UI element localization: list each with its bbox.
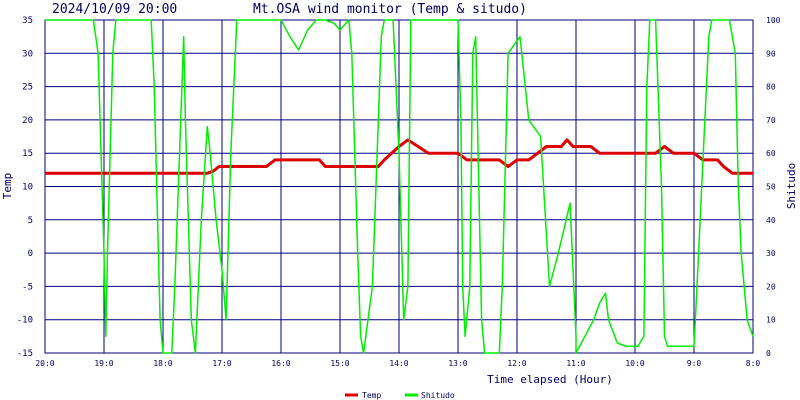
x-tick-label: 12:0 bbox=[507, 359, 526, 368]
y-left-tick-label: 25 bbox=[22, 83, 33, 93]
y-left-tick-label: 30 bbox=[22, 49, 33, 59]
chart-title: Mt.OSA wind monitor (Temp & situdo) bbox=[253, 2, 527, 17]
y-right-tick-label: 90 bbox=[766, 49, 776, 58]
x-tick-label: 10:0 bbox=[625, 359, 644, 368]
y-right-tick-label: 20 bbox=[766, 282, 776, 291]
y-right-tick-label: 60 bbox=[766, 149, 776, 158]
x-tick-label: 16:0 bbox=[271, 359, 290, 368]
y-right-tick-label: 0 bbox=[766, 349, 771, 358]
y-left-tick-label: 15 bbox=[22, 149, 33, 159]
x-axis-label: Time elapsed (Hour) bbox=[487, 373, 613, 386]
series-lines bbox=[45, 19, 754, 354]
y-axis-right-label: Shitudo bbox=[785, 163, 798, 209]
y-left-tick-label: -5 bbox=[22, 282, 33, 292]
y-left-tick-label: 5 bbox=[28, 216, 33, 226]
y-right-tick-label: 80 bbox=[766, 83, 776, 92]
y-right-tick-label: 100 bbox=[766, 16, 781, 25]
x-tick-label: 14:0 bbox=[389, 359, 408, 368]
x-tick-label: 13:0 bbox=[448, 359, 467, 368]
y-left-tick-label: 35 bbox=[22, 16, 33, 26]
timestamp-label: 2024/10/09 20:00 bbox=[52, 2, 177, 17]
x-tick-label: 15:0 bbox=[330, 359, 349, 368]
x-tick-label: 19:0 bbox=[94, 359, 113, 368]
y-right-tick-label: 50 bbox=[766, 183, 776, 192]
x-tick-label: 18:0 bbox=[153, 359, 172, 368]
x-tick-label: 8:0 bbox=[746, 359, 761, 368]
y-left-tick-label: 0 bbox=[28, 249, 33, 259]
plot-border bbox=[44, 19, 754, 354]
x-tick-label: 20:0 bbox=[35, 359, 54, 368]
legend-label-shitudo: Shitudo bbox=[421, 391, 455, 400]
y-right-tick-label: 40 bbox=[766, 216, 776, 225]
legend-label-temp: Temp bbox=[362, 391, 381, 400]
y-left-tick-label: -10 bbox=[17, 316, 33, 326]
legend: Temp Shitudo bbox=[345, 391, 455, 400]
tick-labels: 20:0 19:0 18:0 17:0 16:0 15:0 14:0 13:0 12:0 11:0… bbox=[17, 16, 781, 368]
x-tick-label: 17:0 bbox=[212, 359, 231, 368]
x-tick-label: 11:0 bbox=[566, 359, 585, 368]
y-right-tick-label: 10 bbox=[766, 316, 776, 325]
series-line-shitudo bbox=[45, 19, 754, 354]
grid-lines bbox=[44, 19, 754, 354]
series-line-temp bbox=[45, 138, 753, 175]
x-tick-label: 9:0 bbox=[687, 359, 702, 368]
y-right-tick-label: 70 bbox=[766, 116, 776, 125]
y-right-tick-label: 30 bbox=[766, 249, 776, 258]
y-left-tick-label: 20 bbox=[22, 116, 33, 126]
y-left-tick-label: -15 bbox=[17, 349, 33, 359]
y-axis-left-label: Temp bbox=[1, 173, 14, 200]
y-left-tick-label: 10 bbox=[22, 183, 33, 193]
